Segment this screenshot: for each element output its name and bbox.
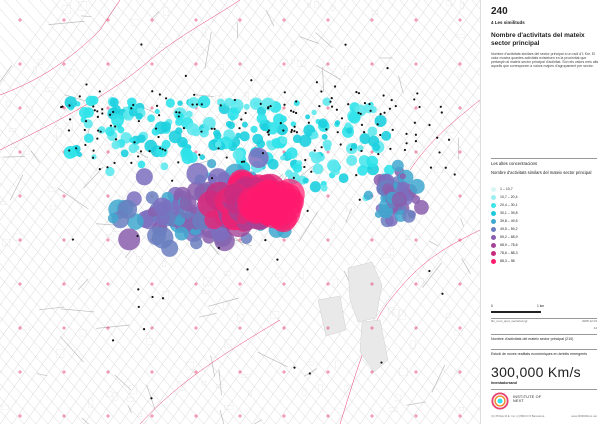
info-panel: 240 4 Les similituds Nombre d'activitats… <box>480 0 600 424</box>
institute-name: INSTITUTE OF NEXT <box>513 395 542 404</box>
legend-swatch <box>491 226 496 232</box>
legend-label: 20,4 – 30,1 <box>500 203 518 207</box>
copyright: (C) Philips M.E. Inc, (c) BRCO 8 Barcelo… <box>491 414 545 418</box>
indicator-label: Nombre d'activitats del mateix sector pr… <box>491 337 574 341</box>
legend-item: 68,9 – 78,6 <box>491 241 591 249</box>
legend-label: 59,2 – 68,9 <box>500 235 518 239</box>
legend-swatch <box>491 194 496 200</box>
legend: 1 – 10,7 10,7 – 20,4 20,4 – 30,1 30,1 – 39,… <box>491 185 591 265</box>
legend-item: 49,5 – 59,2 <box>491 225 591 233</box>
scale-one-label: 1 km <box>537 304 545 308</box>
legend-heading: Les altes concentracions <box>491 161 538 166</box>
description: Nombre d'activitats similars del sector … <box>491 52 599 69</box>
date-label: 2008.12.03 <box>581 319 597 323</box>
legend-label: 1 – 10,7 <box>500 187 513 191</box>
legend-item: 1 – 10,7 <box>491 185 591 193</box>
legend-swatch <box>491 218 496 224</box>
section-label: 4 Les similituds <box>491 20 525 25</box>
legend-item: 10,7 – 20,4 <box>491 193 591 201</box>
legend-swatch <box>491 258 496 264</box>
legend-item: 78,6 – 88,3 <box>491 249 591 257</box>
divider <box>491 349 597 350</box>
divider <box>491 334 597 335</box>
legend-swatch <box>491 202 496 208</box>
legend-label: 78,6 – 88,3 <box>500 251 518 255</box>
legend-item: 20,4 – 30,1 <box>491 201 591 209</box>
website: www.300000kms.net <box>571 414 597 418</box>
code-label: 44 <box>593 326 597 330</box>
legend-label: 68,9 – 78,6 <box>500 243 518 247</box>
legend-label: 39,8 – 49,5 <box>500 219 518 223</box>
legend-item: 30,1 – 39,8 <box>491 209 591 217</box>
divider <box>491 318 597 319</box>
file-label: fitx_nom_spot_sectorial.cgr <box>491 319 528 323</box>
mid-concentration-layer <box>107 147 429 257</box>
legend-subtitle: Nombre d'activitats similars del mateix … <box>491 170 592 175</box>
divider <box>491 389 597 390</box>
high-concentration-layer <box>197 169 305 238</box>
street-network <box>0 0 480 424</box>
low-concentration-layer <box>63 95 395 202</box>
district-boundaries <box>0 0 480 424</box>
legend-label: 49,5 – 59,2 <box>500 227 518 231</box>
legend-swatch <box>491 186 496 192</box>
institute-logo-icon <box>491 392 509 410</box>
legend-item: 88,3 – 98 <box>491 257 591 265</box>
divider <box>491 158 597 159</box>
scale-zero-label: 0 <box>491 304 493 308</box>
legend-label: 10,7 – 20,4 <box>500 195 518 199</box>
port-area <box>317 261 389 373</box>
study-label: Estudi de noves realitats econòmiques en… <box>491 352 588 356</box>
map[interactable] <box>0 0 480 424</box>
page-title: Nombre d'activitats del mateix sector pr… <box>491 32 585 47</box>
legend-swatch <box>491 210 496 216</box>
brand-subtitle: Investadorsand <box>491 381 517 385</box>
legend-item: 59,2 – 68,9 <box>491 233 591 241</box>
legend-swatch <box>491 250 496 256</box>
sheet-number: 240 <box>491 6 508 17</box>
scale-bar <box>491 311 541 313</box>
legend-label: 30,1 – 39,8 <box>500 211 518 215</box>
legend-swatch <box>491 242 496 248</box>
activity-points <box>60 43 456 400</box>
legend-item: 39,8 – 49,5 <box>491 217 591 225</box>
legend-label: 88,3 – 98 <box>500 259 515 263</box>
legend-swatch <box>491 234 496 240</box>
brand-name: 300,000 Km/s <box>491 364 581 380</box>
